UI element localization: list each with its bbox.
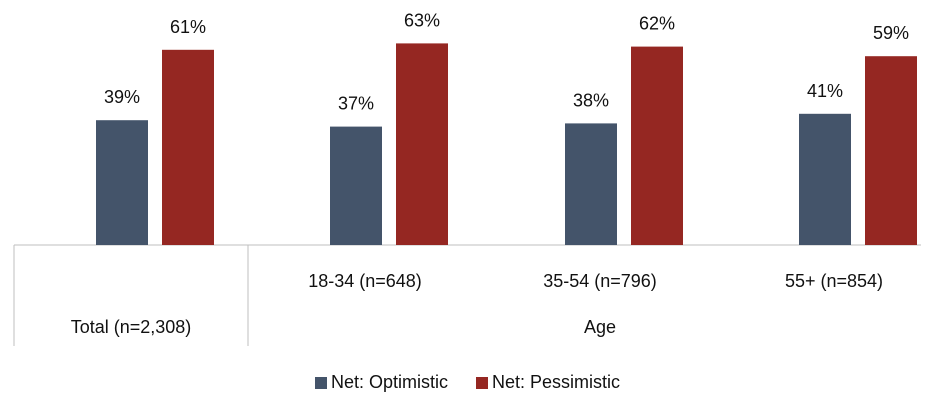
data-label-optimistic-1: 37% xyxy=(338,94,374,114)
legend-label-pessimistic: Net: Pessimistic xyxy=(492,372,621,392)
category-label-55plus: 55+ (n=854) xyxy=(785,271,883,291)
bar-optimistic-0 xyxy=(96,120,148,245)
bar-pessimistic-0 xyxy=(162,49,214,245)
bar-pessimistic-3 xyxy=(865,56,917,246)
legend-label-optimistic: Net: Optimistic xyxy=(330,372,448,392)
category-label-18-34: 18-34 (n=648) xyxy=(308,271,422,291)
labels-layer: 39% 37% 38% 41% 61% 63% 62% 59% xyxy=(104,10,909,113)
legend-item-pessimistic: Net: Pessimistic xyxy=(476,372,620,393)
legend-swatch-pessimistic xyxy=(476,376,488,389)
bar-optimistic-1 xyxy=(330,126,382,245)
data-label-optimistic-0: 39% xyxy=(104,87,140,107)
category-label-35-54: 35-54 (n=796) xyxy=(543,271,657,291)
category-label-total: Total (n=2,308) xyxy=(71,317,192,337)
data-label-pessimistic-3: 59% xyxy=(873,23,909,43)
group-label-age: Age xyxy=(584,317,616,337)
data-label-optimistic-3: 41% xyxy=(807,81,843,101)
data-label-pessimistic-2: 62% xyxy=(639,14,675,34)
bars-layer xyxy=(96,43,917,246)
data-label-optimistic-2: 38% xyxy=(573,90,609,110)
legend-swatch-optimistic xyxy=(314,376,327,389)
data-label-pessimistic-1: 63% xyxy=(404,10,440,30)
legend: Net: Optimistic Net: Pessimistic xyxy=(0,372,935,393)
legend-item-optimistic: Net: Optimistic xyxy=(314,372,448,393)
data-label-pessimistic-0: 61% xyxy=(170,17,206,37)
bar-optimistic-3 xyxy=(799,113,851,245)
bar-pessimistic-1 xyxy=(396,43,448,246)
bar-optimistic-2 xyxy=(565,123,617,245)
bar-pessimistic-2 xyxy=(631,46,683,245)
